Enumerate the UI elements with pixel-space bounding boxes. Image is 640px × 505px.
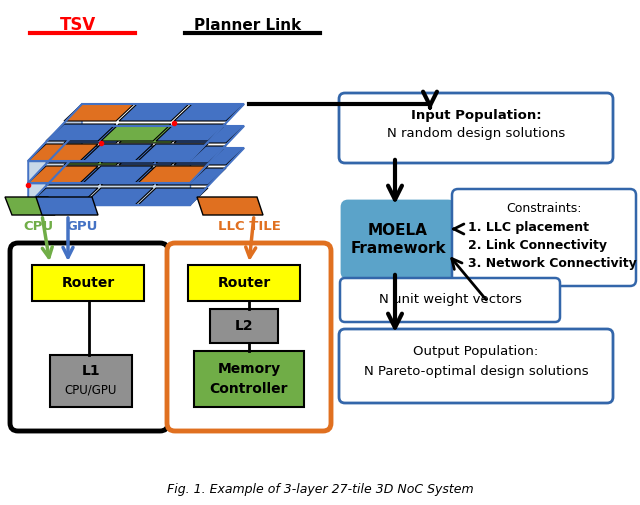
Polygon shape: [101, 124, 171, 141]
Polygon shape: [119, 148, 189, 165]
Polygon shape: [28, 126, 82, 205]
Polygon shape: [156, 146, 226, 163]
Text: Router: Router: [61, 276, 115, 290]
Text: N Pareto-optimal design solutions: N Pareto-optimal design solutions: [364, 365, 588, 378]
Text: Controller: Controller: [210, 382, 288, 396]
Polygon shape: [28, 188, 98, 205]
Bar: [194, 351, 304, 407]
Bar: [32, 265, 144, 301]
Polygon shape: [46, 168, 116, 185]
Polygon shape: [28, 104, 82, 183]
Polygon shape: [46, 124, 116, 141]
Polygon shape: [5, 197, 55, 215]
Text: 2. Link Connectivity: 2. Link Connectivity: [468, 238, 607, 251]
FancyBboxPatch shape: [342, 201, 454, 278]
Text: MOELA: MOELA: [368, 223, 428, 238]
Polygon shape: [36, 197, 98, 215]
Text: L1: L1: [82, 364, 100, 378]
Polygon shape: [83, 166, 153, 183]
Text: Fig. 1. Example of 3-layer 27-tile 3D NoC System: Fig. 1. Example of 3-layer 27-tile 3D No…: [166, 482, 474, 495]
Polygon shape: [64, 104, 134, 121]
Polygon shape: [64, 148, 134, 165]
Polygon shape: [174, 104, 244, 121]
Text: LLC TILE: LLC TILE: [218, 221, 280, 233]
Polygon shape: [101, 146, 171, 163]
Polygon shape: [138, 188, 208, 205]
Text: GPU: GPU: [67, 221, 98, 233]
Text: 1. LLC placement: 1. LLC placement: [468, 221, 589, 233]
Polygon shape: [28, 161, 190, 183]
Polygon shape: [138, 166, 208, 183]
FancyBboxPatch shape: [10, 243, 168, 431]
FancyBboxPatch shape: [339, 93, 613, 163]
FancyBboxPatch shape: [167, 243, 331, 431]
Polygon shape: [28, 166, 98, 183]
Polygon shape: [28, 183, 190, 205]
Text: CPU: CPU: [23, 221, 53, 233]
Text: Planner Link: Planner Link: [195, 18, 301, 32]
FancyBboxPatch shape: [452, 189, 636, 286]
Polygon shape: [119, 104, 189, 121]
Bar: [210, 309, 278, 343]
Polygon shape: [28, 144, 98, 161]
Text: Input Population:: Input Population:: [411, 109, 541, 122]
Polygon shape: [101, 168, 171, 185]
Polygon shape: [83, 188, 153, 205]
Polygon shape: [156, 168, 226, 185]
Text: Output Population:: Output Population:: [413, 345, 539, 359]
Text: L2: L2: [235, 319, 253, 333]
FancyBboxPatch shape: [339, 329, 613, 403]
FancyBboxPatch shape: [340, 278, 560, 322]
Polygon shape: [138, 144, 208, 161]
Text: CPU/GPU: CPU/GPU: [65, 383, 117, 396]
Bar: [50, 355, 132, 407]
Text: Memory: Memory: [218, 362, 280, 376]
Polygon shape: [119, 126, 189, 143]
Polygon shape: [64, 126, 134, 143]
Text: Framework: Framework: [350, 241, 446, 256]
Text: Constraints:: Constraints:: [506, 203, 582, 216]
Text: Router: Router: [218, 276, 271, 290]
Bar: [188, 265, 300, 301]
Text: N random design solutions: N random design solutions: [387, 126, 565, 139]
Polygon shape: [156, 124, 226, 141]
Polygon shape: [46, 146, 116, 163]
Polygon shape: [197, 197, 263, 215]
Text: 3. Network Connectivity: 3. Network Connectivity: [468, 257, 637, 270]
Polygon shape: [174, 126, 244, 143]
Text: N unit weight vectors: N unit weight vectors: [379, 293, 522, 307]
Text: TSV: TSV: [60, 16, 96, 34]
Polygon shape: [174, 148, 244, 165]
Polygon shape: [83, 144, 153, 161]
